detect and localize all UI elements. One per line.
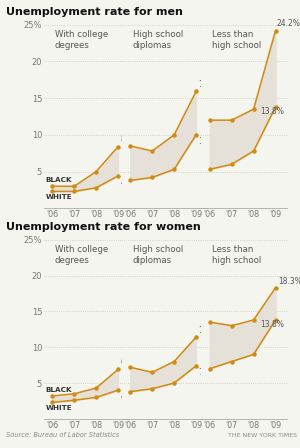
Text: 15.9%: 15.9% [198,80,222,89]
Text: WHITE: WHITE [46,194,72,200]
Text: 10.0%: 10.0% [198,137,222,146]
Text: 7.4%: 7.4% [198,368,218,377]
Text: Source: Bureau of Labor Statistics: Source: Bureau of Labor Statistics [6,432,119,438]
Text: 6.9%: 6.9% [120,358,140,367]
Text: Less than
high school: Less than high school [212,30,261,50]
Text: 4.4%: 4.4% [120,178,140,187]
Text: High school
diplomas: High school diplomas [133,30,183,50]
Text: BLACK: BLACK [46,177,72,183]
Text: 18.3%: 18.3% [278,276,300,285]
Text: High school
diplomas: High school diplomas [133,245,183,265]
Text: 8.4%: 8.4% [120,135,140,144]
Text: THE NEW YORK TIMES: THE NEW YORK TIMES [228,433,297,438]
Text: Unemployment rate for women: Unemployment rate for women [6,222,201,232]
Text: BLACK: BLACK [46,387,72,393]
Text: Unemployment rate for men: Unemployment rate for men [6,7,183,17]
Text: Less than
high school: Less than high school [212,245,261,265]
Text: With college
degrees: With college degrees [55,245,108,265]
Text: 4.0%: 4.0% [120,392,140,401]
Text: 24.2%: 24.2% [277,18,300,28]
Text: 13.8%: 13.8% [260,320,284,329]
Text: With college
degrees: With college degrees [55,30,108,50]
Text: WHITE: WHITE [46,405,72,410]
Text: 11.4%: 11.4% [198,326,222,335]
Text: 13.8%: 13.8% [260,107,284,116]
